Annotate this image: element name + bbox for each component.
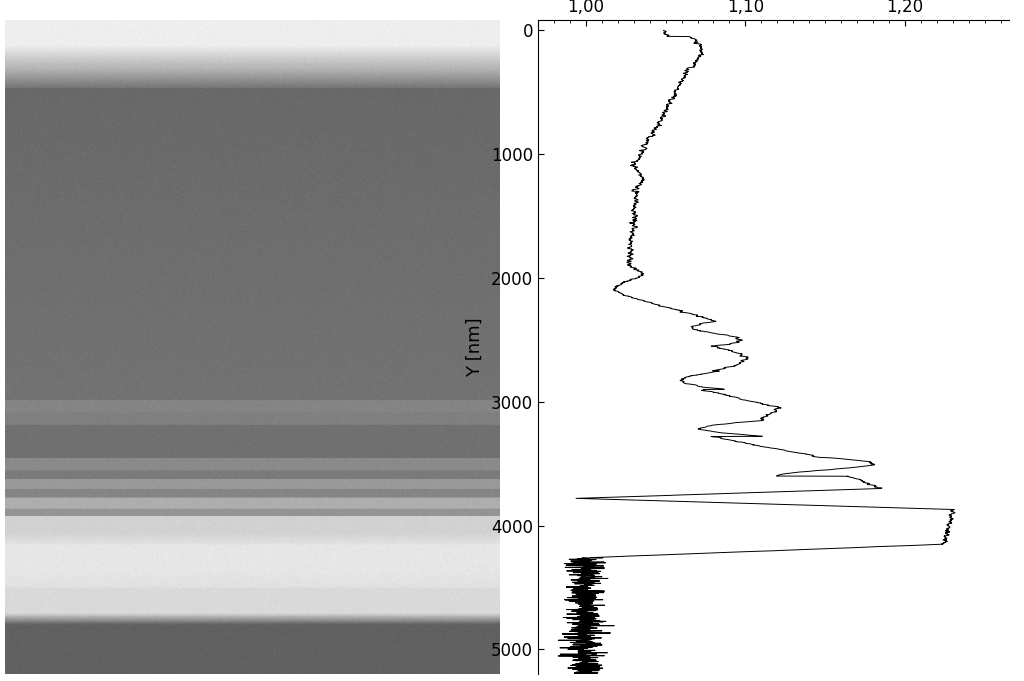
Y-axis label: Y [nm]: Y [nm]	[466, 317, 484, 377]
